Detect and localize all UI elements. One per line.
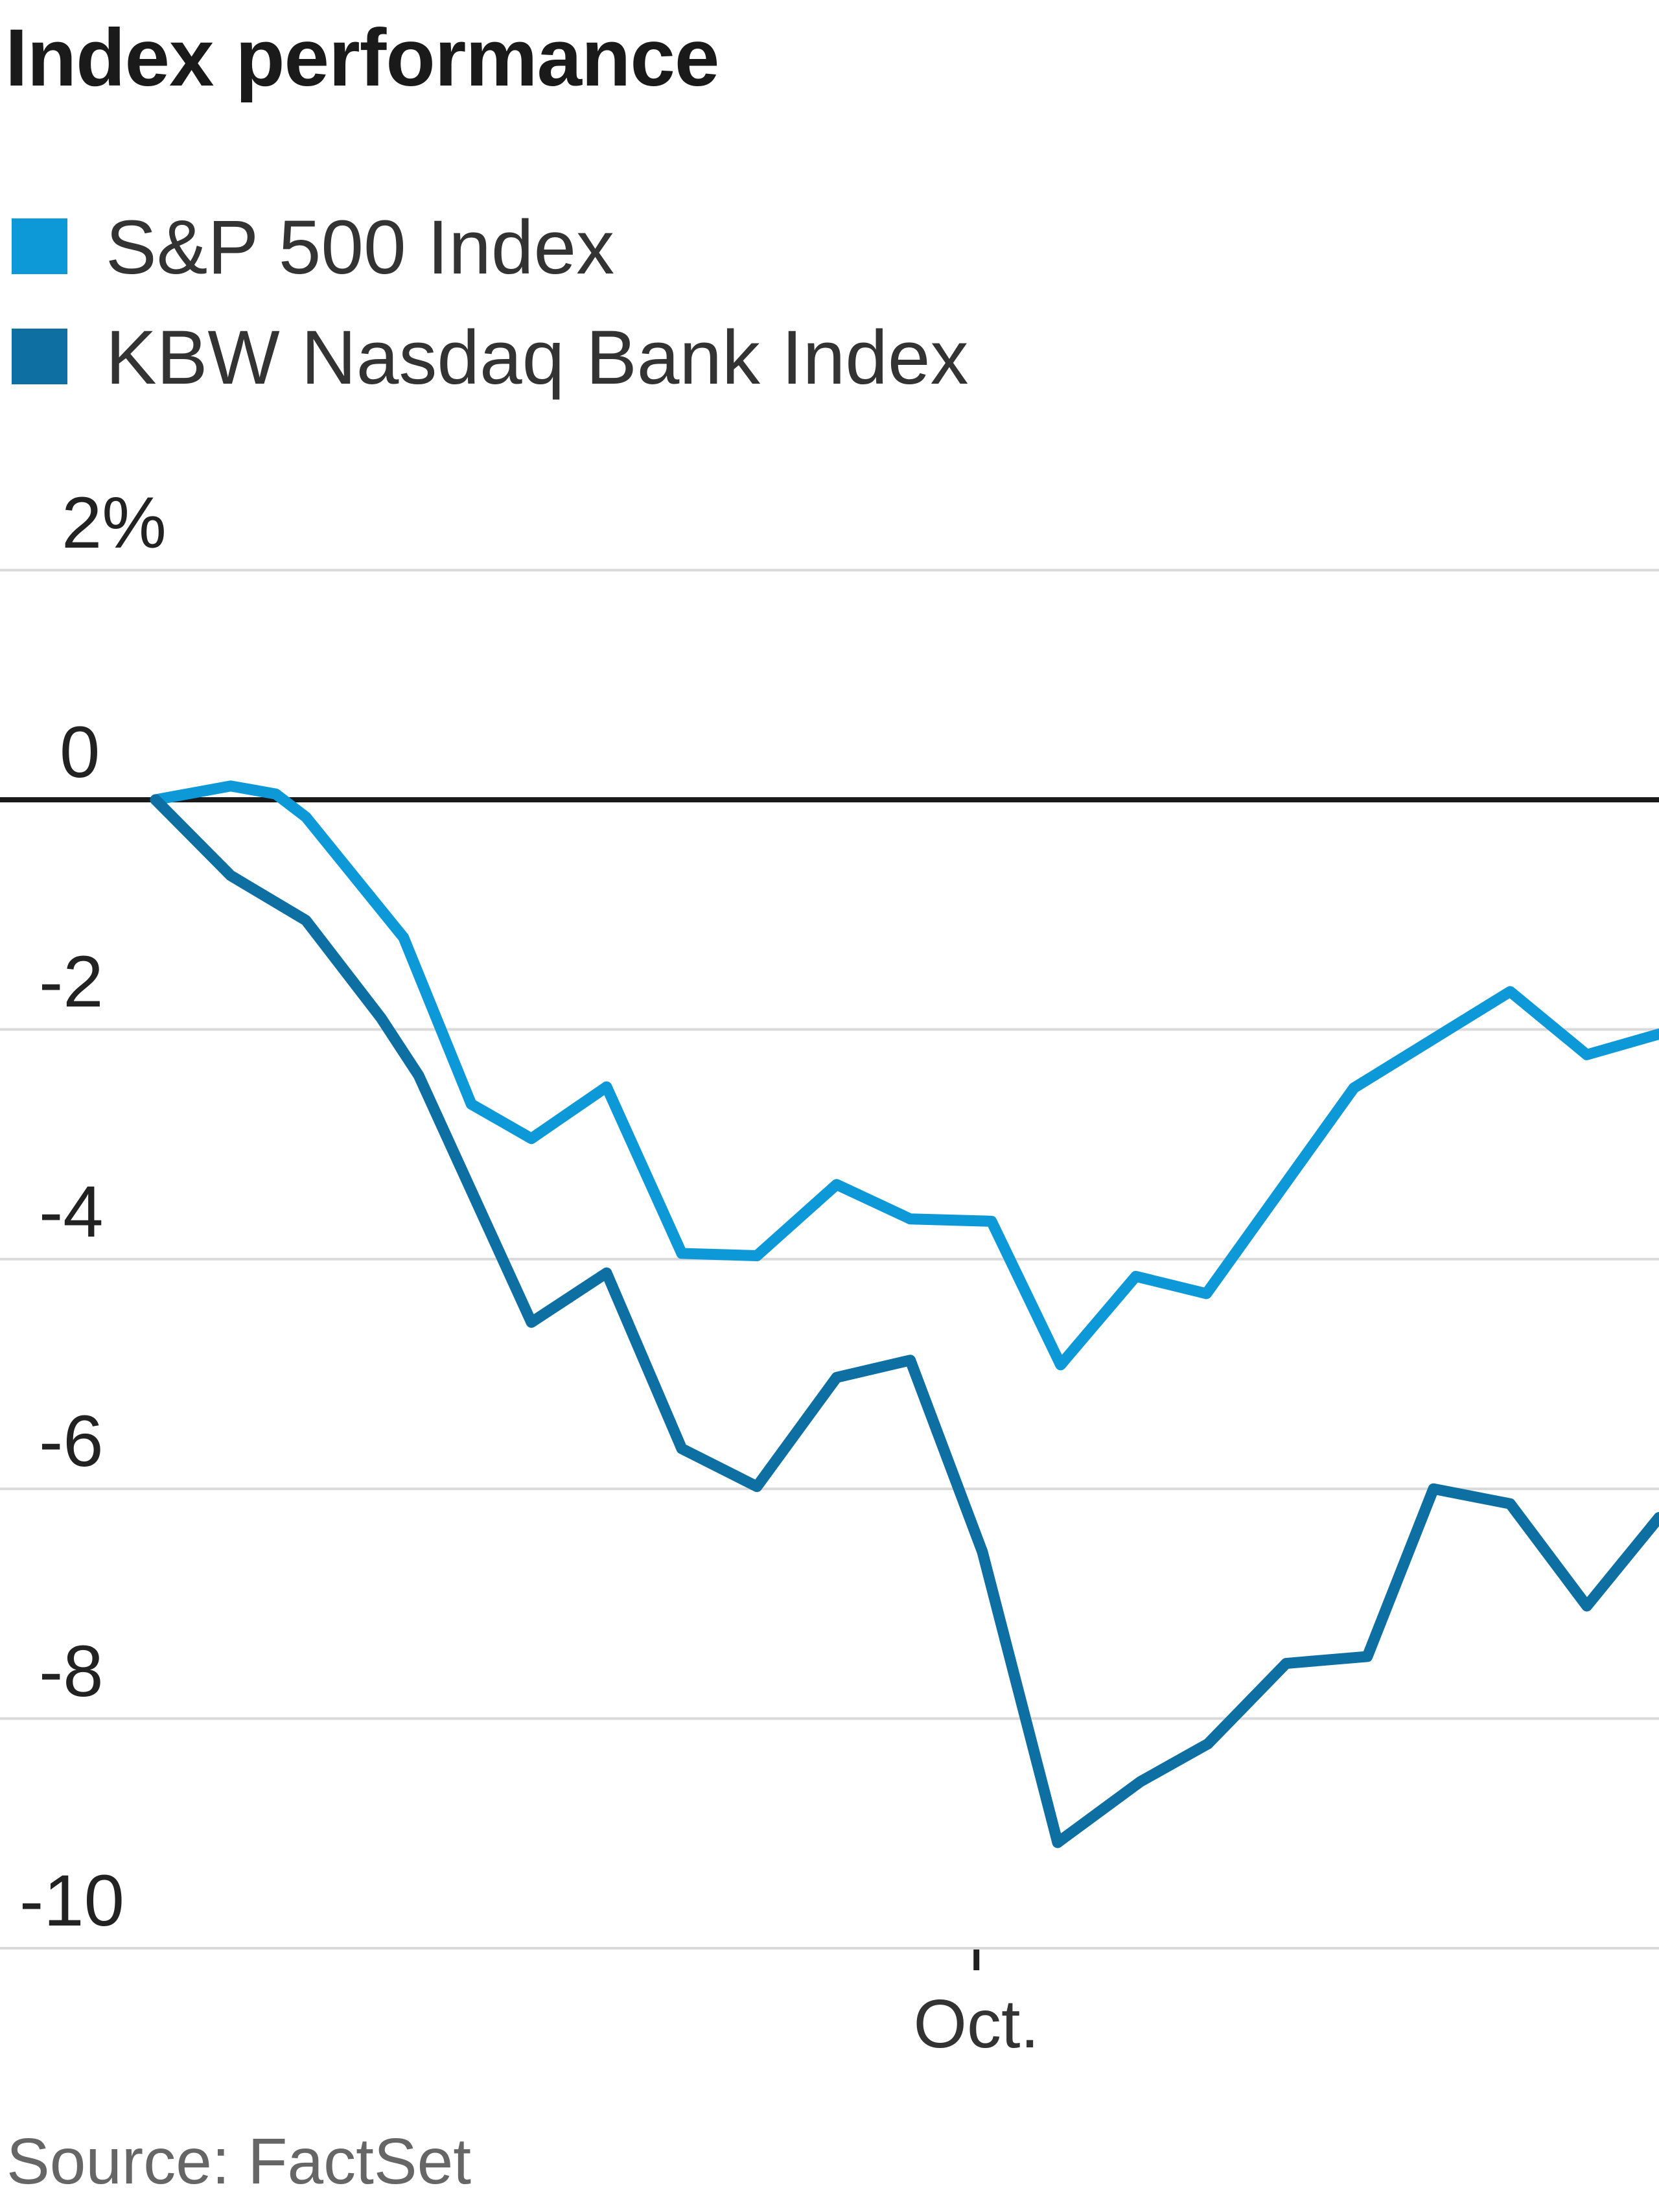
y-axis-tick-label: -2 xyxy=(39,941,104,1023)
legend-swatch-sp500 xyxy=(12,218,67,274)
legend-swatch-kbw xyxy=(12,329,67,384)
x-axis-tick-label-oct: Oct. xyxy=(913,1986,1039,2062)
legend-label-kbw: KBW Nasdaq Bank Index xyxy=(106,315,969,401)
y-axis-tick-label: -10 xyxy=(19,1860,124,1941)
y-axis-tick-label: 0 xyxy=(60,712,100,793)
y-axis-tick-label: -4 xyxy=(39,1170,104,1252)
source-credit: Source: FactSet xyxy=(6,2125,471,2198)
y-axis-tick-label: -8 xyxy=(39,1630,104,1712)
y-axis-tick-label: 2% xyxy=(62,482,167,563)
legend-label-sp500: S&P 500 Index xyxy=(106,205,615,290)
chart-title: Index performance xyxy=(5,13,719,103)
y-axis-tick-label: -6 xyxy=(39,1401,104,1482)
